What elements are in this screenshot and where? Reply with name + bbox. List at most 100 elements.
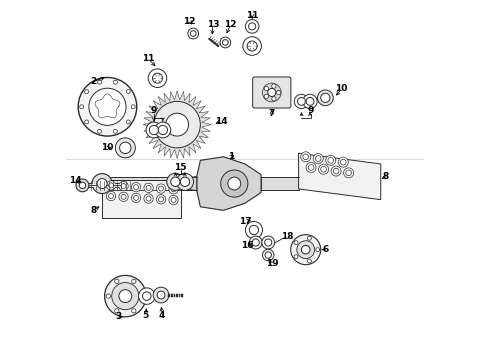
Circle shape (119, 192, 128, 202)
Circle shape (156, 184, 166, 193)
Circle shape (220, 170, 248, 197)
Circle shape (97, 179, 107, 189)
Circle shape (341, 159, 346, 165)
Circle shape (143, 292, 151, 300)
Circle shape (98, 129, 101, 133)
Circle shape (132, 279, 136, 284)
Circle shape (106, 294, 110, 298)
Circle shape (76, 179, 89, 192)
Circle shape (222, 40, 228, 45)
Circle shape (306, 162, 316, 172)
Circle shape (264, 94, 269, 99)
Circle shape (112, 283, 139, 310)
Circle shape (131, 105, 135, 109)
Circle shape (291, 235, 321, 265)
Circle shape (331, 166, 341, 176)
Circle shape (146, 196, 151, 201)
Text: 14: 14 (69, 176, 82, 185)
FancyBboxPatch shape (253, 77, 291, 108)
Circle shape (276, 90, 281, 95)
Circle shape (249, 236, 262, 249)
Circle shape (149, 125, 159, 135)
Circle shape (92, 174, 112, 194)
Circle shape (155, 122, 171, 138)
Circle shape (85, 90, 89, 94)
Text: 2: 2 (90, 77, 97, 86)
Circle shape (80, 105, 84, 109)
Circle shape (153, 287, 169, 303)
Circle shape (156, 195, 166, 204)
Text: 8: 8 (90, 206, 97, 215)
Circle shape (262, 236, 275, 249)
Text: 4: 4 (159, 311, 165, 320)
Circle shape (134, 195, 139, 201)
Circle shape (303, 94, 317, 109)
Circle shape (303, 154, 309, 159)
Text: 10: 10 (101, 143, 114, 152)
Circle shape (265, 252, 271, 258)
Text: 18: 18 (281, 232, 294, 241)
Circle shape (144, 183, 153, 193)
Circle shape (297, 241, 315, 258)
Circle shape (245, 221, 263, 239)
Circle shape (306, 98, 314, 105)
Text: 17: 17 (239, 217, 251, 226)
Circle shape (158, 125, 168, 135)
Text: 11: 11 (246, 11, 258, 20)
Text: 15: 15 (174, 163, 187, 172)
Circle shape (106, 181, 116, 190)
Circle shape (307, 236, 312, 240)
Circle shape (243, 37, 262, 55)
Circle shape (109, 194, 114, 199)
Circle shape (294, 94, 309, 109)
Circle shape (131, 183, 141, 192)
Circle shape (263, 249, 274, 261)
Text: 16: 16 (241, 240, 253, 249)
Circle shape (252, 239, 259, 246)
Circle shape (294, 240, 298, 244)
Circle shape (272, 97, 276, 101)
Circle shape (167, 173, 184, 190)
Polygon shape (102, 180, 181, 217)
Text: 3: 3 (115, 312, 122, 321)
Circle shape (248, 23, 256, 30)
Circle shape (115, 309, 119, 313)
Circle shape (146, 185, 151, 190)
Circle shape (120, 142, 131, 154)
Circle shape (318, 164, 329, 174)
Text: 12: 12 (183, 17, 196, 26)
Circle shape (321, 93, 330, 103)
Circle shape (126, 90, 130, 94)
Circle shape (140, 294, 145, 298)
Circle shape (321, 166, 326, 172)
Circle shape (169, 195, 178, 204)
Text: 12: 12 (224, 20, 237, 29)
Circle shape (152, 73, 163, 83)
Text: 1: 1 (227, 152, 234, 161)
Text: 10: 10 (335, 84, 347, 93)
Circle shape (119, 181, 128, 191)
Circle shape (338, 157, 348, 167)
Circle shape (171, 187, 176, 192)
Circle shape (121, 194, 126, 199)
Circle shape (326, 156, 336, 165)
Circle shape (343, 168, 354, 178)
Circle shape (115, 279, 119, 284)
Circle shape (316, 248, 319, 252)
Circle shape (247, 41, 257, 51)
Circle shape (85, 120, 89, 124)
Circle shape (148, 69, 167, 87)
Circle shape (171, 177, 180, 186)
Circle shape (318, 90, 333, 106)
Circle shape (297, 98, 305, 105)
Text: 9: 9 (151, 106, 157, 115)
Circle shape (146, 122, 162, 138)
Circle shape (119, 290, 132, 302)
Polygon shape (184, 176, 197, 191)
Circle shape (307, 259, 312, 263)
Circle shape (98, 80, 101, 84)
Circle shape (272, 84, 276, 88)
Circle shape (157, 291, 165, 299)
Circle shape (104, 275, 146, 317)
Polygon shape (143, 91, 211, 158)
